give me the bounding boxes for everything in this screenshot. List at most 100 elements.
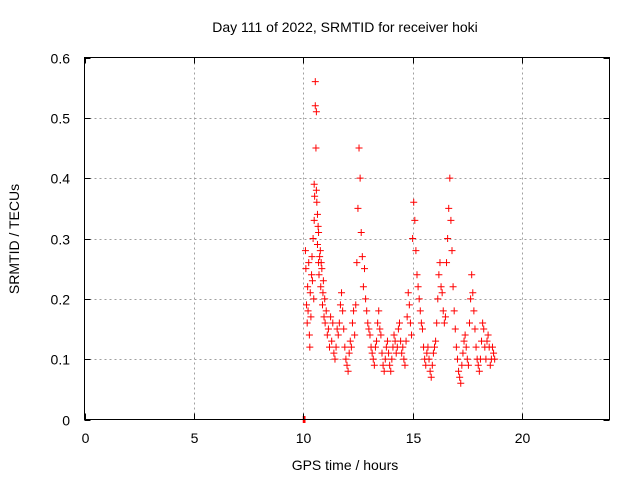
data-point-0-98 [379, 361, 387, 369]
data-point-0-53 [330, 349, 338, 357]
data-point-0-62 [340, 325, 348, 333]
data-point-0-51 [328, 337, 336, 345]
data-point-0-163 [450, 307, 458, 315]
data-point-0-8 [304, 283, 312, 291]
data-point-0-67 [345, 349, 353, 357]
data-point-0-161 [448, 247, 456, 255]
data-point-0-19 [310, 295, 318, 303]
data-point-0-149 [435, 271, 443, 279]
data-point-0-4 [301, 247, 309, 255]
data-point-0-72 [351, 331, 359, 339]
data-point-0-102 [383, 337, 391, 345]
data-point-0-16 [308, 253, 316, 261]
data-point-0-55 [332, 343, 340, 351]
data-point-0-157 [444, 235, 452, 242]
data-point-0-61 [339, 307, 347, 315]
data-point-0-89 [369, 355, 377, 363]
data-point-0-42 [319, 277, 327, 285]
data-point-0-36 [316, 247, 324, 255]
data-point-0-94 [375, 307, 383, 315]
data-point-0-59 [336, 301, 344, 309]
data-point-0-70 [348, 319, 356, 327]
data-point-0-76 [355, 144, 363, 152]
data-point-0-162 [449, 283, 457, 291]
data-point-0-168 [456, 373, 464, 381]
data-point-0-181 [470, 307, 478, 315]
data-point-0-198 [488, 343, 496, 351]
data-point-0-52 [329, 319, 337, 327]
data-point-0-34 [315, 271, 323, 279]
data-point-0-29 [313, 210, 321, 218]
data-point-0-113 [396, 319, 403, 327]
data-point-0-146 [432, 337, 440, 345]
data-point-0-176 [464, 361, 472, 369]
data-point-0-88 [368, 349, 376, 357]
data-point-0-46 [322, 307, 330, 315]
data-point-0-112 [394, 325, 402, 333]
data-point-0-57 [334, 331, 342, 339]
data-point-0-39 [318, 265, 326, 273]
data-point-0-154 [440, 319, 448, 327]
data-point-0-115 [398, 349, 406, 357]
data-point-0-174 [462, 343, 470, 351]
data-point-0-158 [445, 204, 453, 212]
data-point-0-104 [386, 361, 394, 369]
data-point-0-130 [414, 283, 422, 291]
data-point-0-183 [472, 343, 480, 351]
data-point-0-175 [463, 355, 471, 363]
data-point-0-200 [491, 355, 499, 363]
data-point-0-95 [376, 325, 384, 333]
data-point-0-43 [320, 313, 328, 321]
data-point-0-172 [460, 337, 468, 345]
data-point-0-139 [424, 343, 432, 351]
data-point-0-164 [451, 325, 459, 333]
data-point-0-92 [373, 337, 381, 345]
data-point-0-196 [486, 361, 494, 369]
x-tick-label-2: 10 [296, 430, 312, 446]
data-point-0-38 [317, 259, 325, 267]
data-point-0-15 [308, 271, 316, 279]
data-point-0-159 [446, 174, 454, 182]
data-point-0-10 [305, 259, 313, 267]
data-point-0-144 [429, 349, 437, 357]
data-point-0-60 [338, 289, 346, 297]
data-point-0-145 [431, 343, 438, 351]
data-point-0-134 [418, 325, 426, 333]
data-point-0-77 [356, 174, 364, 182]
data-point-0-118 [401, 361, 409, 369]
data-point-0-26 [312, 108, 320, 116]
data-point-0-132 [416, 307, 424, 315]
data-point-0-73 [352, 301, 360, 309]
y-tick-label-6: 0.6 [51, 51, 71, 67]
y-tick-label-0: 0 [62, 413, 70, 429]
data-point-0-31 [314, 222, 322, 230]
data-point-0-40 [319, 301, 326, 309]
axis-ticks: 0 5 10 15 20 0 0.1 0.2 0.3 0.4 0.5 0.6 [51, 51, 610, 446]
data-point-0-122 [405, 301, 413, 309]
data-point-0-78 [357, 228, 365, 236]
data-point-0-173 [461, 331, 469, 339]
data-point-0-20 [310, 216, 318, 224]
data-point-0-153 [439, 307, 447, 315]
data-point-0-71 [350, 307, 358, 315]
data-point-0-6 [303, 301, 311, 309]
data-point-0-160 [447, 216, 455, 224]
data-point-0-141 [426, 367, 434, 375]
data-point-0-23 [311, 78, 319, 86]
data-point-0-121 [404, 289, 412, 297]
data-point-0-37 [317, 283, 325, 291]
data-point-0-147 [433, 319, 441, 327]
data-point-0-17 [308, 277, 316, 285]
data-point-0-194 [484, 331, 492, 339]
y-tick-label-1: 0.1 [51, 352, 71, 368]
data-point-0-84 [364, 319, 372, 327]
data-point-0-106 [388, 355, 396, 363]
data-point-0-179 [468, 271, 476, 279]
data-point-0-190 [480, 325, 488, 333]
data-point-0-142 [427, 373, 435, 381]
data-point-0-65 [343, 361, 351, 369]
x-tick-label-0: 0 [82, 430, 90, 446]
data-point-0-199 [490, 349, 498, 357]
data-point-0-5 [302, 265, 310, 273]
